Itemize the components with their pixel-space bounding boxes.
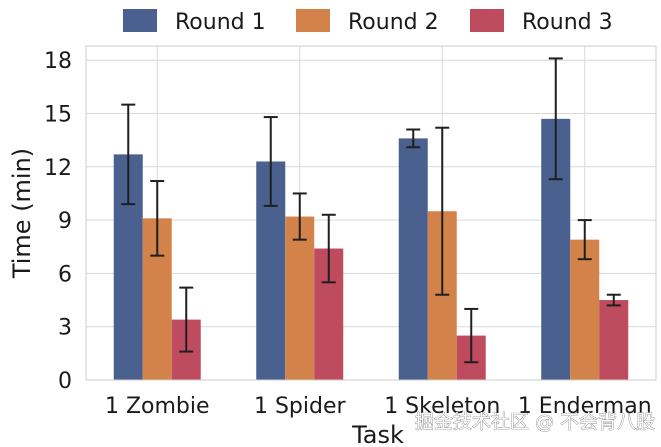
y-axis-title: Time (min) bbox=[8, 148, 36, 279]
legend-swatch bbox=[123, 9, 157, 32]
legend-swatch bbox=[296, 9, 330, 32]
y-tick-label: 18 bbox=[44, 49, 72, 74]
legend-label: Round 2 bbox=[348, 10, 439, 35]
y-tick-label: 0 bbox=[58, 369, 72, 394]
y-tick-label: 15 bbox=[44, 103, 72, 128]
bars-layer bbox=[113, 118, 629, 380]
bar bbox=[599, 300, 629, 380]
x-tick-label: 1 Skeleton bbox=[384, 394, 500, 419]
watermark: 掘金技术社区 @ 不会背八股 bbox=[415, 411, 655, 433]
y-tick-labels: 0 3 6 9 12 15 18 bbox=[44, 49, 72, 394]
bar bbox=[570, 239, 600, 380]
legend-label: Round 3 bbox=[522, 10, 613, 35]
y-tick-label: 12 bbox=[44, 156, 72, 181]
x-axis-title: Task bbox=[351, 421, 404, 447]
y-tick-label: 3 bbox=[58, 316, 72, 341]
legend-label: Round 1 bbox=[175, 10, 266, 35]
x-tick-label: 1 Enderman bbox=[518, 394, 652, 419]
error-bars-layer bbox=[121, 57, 621, 364]
legend-swatch bbox=[470, 9, 504, 32]
y-tick-label: 6 bbox=[58, 262, 72, 287]
x-tick-label: 1 Spider bbox=[254, 394, 347, 419]
legend: Round 1 Round 2 Round 3 bbox=[123, 9, 613, 35]
y-tick-label: 9 bbox=[58, 209, 72, 234]
x-tick-label: 1 Zombie bbox=[105, 394, 210, 419]
bar bbox=[285, 216, 315, 380]
plot-frame bbox=[85, 45, 657, 381]
x-tick-labels: 1 Zombie 1 Spider 1 Skeleton 1 Enderman bbox=[105, 394, 652, 419]
bar bbox=[398, 138, 428, 380]
